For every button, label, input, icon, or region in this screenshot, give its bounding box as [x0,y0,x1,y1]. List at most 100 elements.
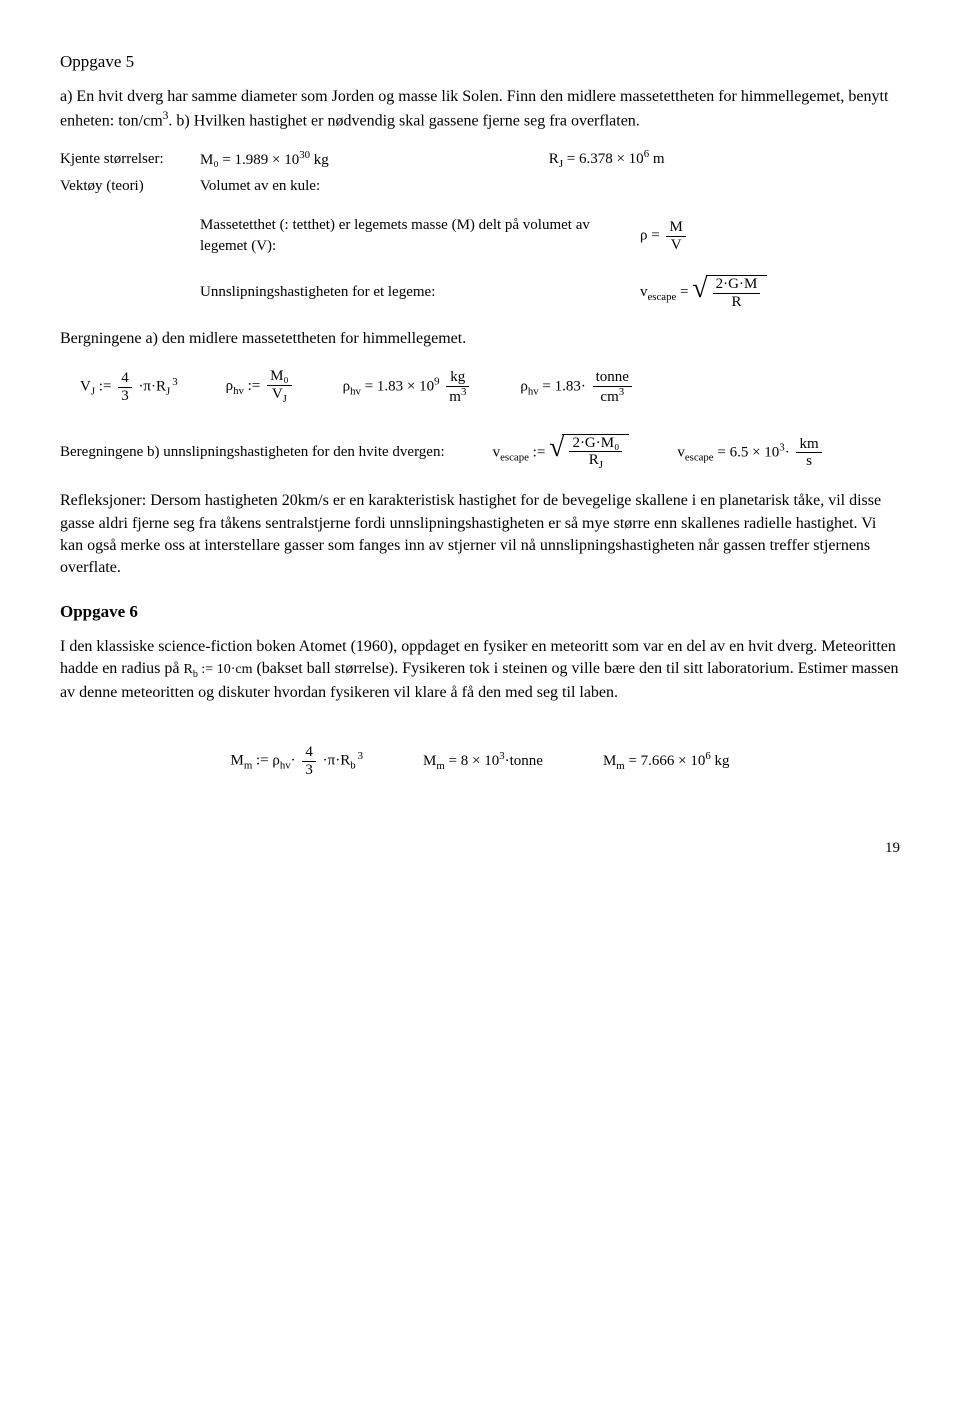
vesc3-unit-num: km [796,436,821,454]
Mm3-val: = 7.666 × 10 [625,753,706,769]
def-density: Massetetthet (: tetthet) er legemets mas… [200,215,900,257]
rho-val2-unit-den-sup: 3 [619,386,624,398]
Mm3-unit: kg [711,753,730,769]
eq-vesc-val: vescape = 6.5 × 103· kms [677,436,824,470]
rho-num: M [666,219,685,237]
task6-heading: Oppgave 6 [60,600,900,624]
task5-b-text: . b) Hvilken hastighet er nødvendig skal… [168,113,639,130]
vesc2-sub: escape [500,451,529,463]
VJ-sym: V [80,379,91,395]
vesc-den: R [713,294,761,311]
rho-val1-unit-den-sup: 3 [461,386,466,398]
vesc3-val: = 6.5 × 10 [714,444,780,460]
eq-rho-val1: ρhv = 1.83 × 109 kgm3 [343,369,473,405]
rho-val2-sub: hv [528,386,539,398]
vesc2-den-sub: J [599,459,603,471]
calc-b-line: Beregningene b) unnslipningshastigheten … [60,434,900,472]
task5-heading: Oppgave 5 [60,50,900,74]
Mm2-unit: ·tonne [505,753,543,769]
vesc3-sub: escape [685,451,714,463]
known-M0-val: M₀ = 1.989 × 10 [200,152,299,168]
vesc2-assign: := [529,444,549,460]
vesc2-den-sym: R [589,452,599,468]
VJ-rest: ·π·R [138,379,166,395]
vesc-sub: escape [648,291,677,303]
Mm2-sub: m [436,760,444,772]
rho-eq: ρ = [640,227,663,243]
calc-a-intro: Bergningene a) den midlere massetetthete… [60,328,900,350]
reflection: Refleksjoner: Dersom hastigheten 20km/s … [60,490,900,580]
tool-text: Volumet av en kule: [200,176,320,197]
rho-val1-eq: = 1.83 × 10 [361,379,434,395]
VJ-rest-sup: 3 [172,376,177,388]
rho-val2-unit-num: tonne [593,369,632,387]
rho-val2-unit-den: cm [600,389,618,405]
Mm2-sym: M [423,753,436,769]
rhohv-assign: := [244,379,264,395]
vesc-num: 2·G·M [713,276,761,294]
def-escape: Unnslipningshastigheten for et legeme: v… [200,275,900,310]
rhohv-den-sym: V [272,386,283,402]
page-number: 19 [60,838,900,859]
eq-VJ: VJ := 43 ·π·RJ3 [80,370,178,404]
def-escape-text: Unnslipningshastigheten for et legeme: [200,282,640,303]
rhohv-sym: ρ [226,379,234,395]
Mm-mid: · [291,753,296,769]
Mm-rho-sub: hv [280,760,291,772]
definitions-block: Massetetthet (: tetthet) er legemets mas… [200,215,900,310]
rhohv-sub: hv [233,386,244,398]
calc-b-intro: Beregningene b) unnslipningshastigheten … [60,442,445,463]
VJ-rest-sub: J [166,386,170,398]
vesc2-num: 2·G·M₀ [569,435,622,453]
rho-val2-eq: = 1.83· [539,379,586,395]
Mm3-sub: m [616,760,624,772]
calc-a-eq-line: VJ := 43 ·π·RJ3 ρhv := M₀VJ ρhv = 1.83 ×… [80,368,900,405]
rho-val1-sup: 9 [434,376,439,388]
rho-val1-sub: hv [350,386,361,398]
Mm-rest: ·π·R [323,753,351,769]
known-label: Kjente størrelser: [60,149,200,170]
Mm-assign: := ρ [252,753,280,769]
eq-Mm-val1: Mm = 8 × 103·tonne [423,749,543,774]
vesc3-unit-den: s [796,453,821,470]
VJ-assign: := [95,379,115,395]
Mm-frac-den: 3 [302,762,316,779]
def-escape-eq: vescape = √ 2·G·MR [640,275,767,310]
tool-label: Vektøy (teori) [60,176,200,197]
task6-eq-line: Mm := ρhv· 43 ·π·Rb3 Mm = 8 × 103·tonne … [60,744,900,778]
known-RJ-eq: = 6.378 × 10 [563,151,644,167]
VJ-frac-num: 4 [118,370,132,388]
known-M0-sup: 30 [299,149,310,161]
eq-Mm-def: Mm := ρhv· 43 ·π·Rb3 [230,744,363,778]
vesc3-sup: 3 [779,441,784,453]
Mm2-val: = 8 × 10 [445,753,499,769]
eq-Mm-val2: Mm = 7.666 × 106 kg [603,749,730,774]
known-RJ-sym: R [549,151,559,167]
rho-val2-sym: ρ [520,379,528,395]
rb-sym: R [184,662,193,677]
Mm-frac-num: 4 [302,744,316,762]
tool-row: Vektøy (teori) Volumet av en kule: [60,176,900,197]
eq-rho-val2: ρhv = 1.83· tonne cm3 [520,369,635,405]
Mm-sym: M [230,753,243,769]
known-M0: M₀ = 1.989 × 1030 kg [200,148,329,171]
task5-body: a) En hvit dverg har samme diameter som … [60,86,900,133]
vesc3-sym: v [677,444,685,460]
rhohv-den-sub: J [283,393,287,405]
known-RJ: RJ = 6.378 × 106 m [549,147,665,172]
vesc-eq: = [676,284,692,300]
rb-assign: := 10·cm [198,662,253,677]
Mm3-sym: M [603,753,616,769]
VJ-frac-den: 3 [118,388,132,405]
eq-vesc-def: vescape := √ 2·G·M₀RJ [493,434,630,472]
eq-rho-def: ρhv := M₀VJ [226,368,295,405]
known-M0-unit: kg [310,152,329,168]
Mm-rest-sup: 3 [358,750,363,762]
def-density-text: Massetetthet (: tetthet) er legemets mas… [200,215,640,257]
def-density-eq: ρ = MV [640,219,689,253]
known-RJ-unit: m [649,151,664,167]
rho-val1-unit-den: m [449,389,461,405]
rho-den: V [666,237,685,254]
vesc-sym: v [640,284,648,300]
rho-val1-unit-num: kg [446,369,469,387]
